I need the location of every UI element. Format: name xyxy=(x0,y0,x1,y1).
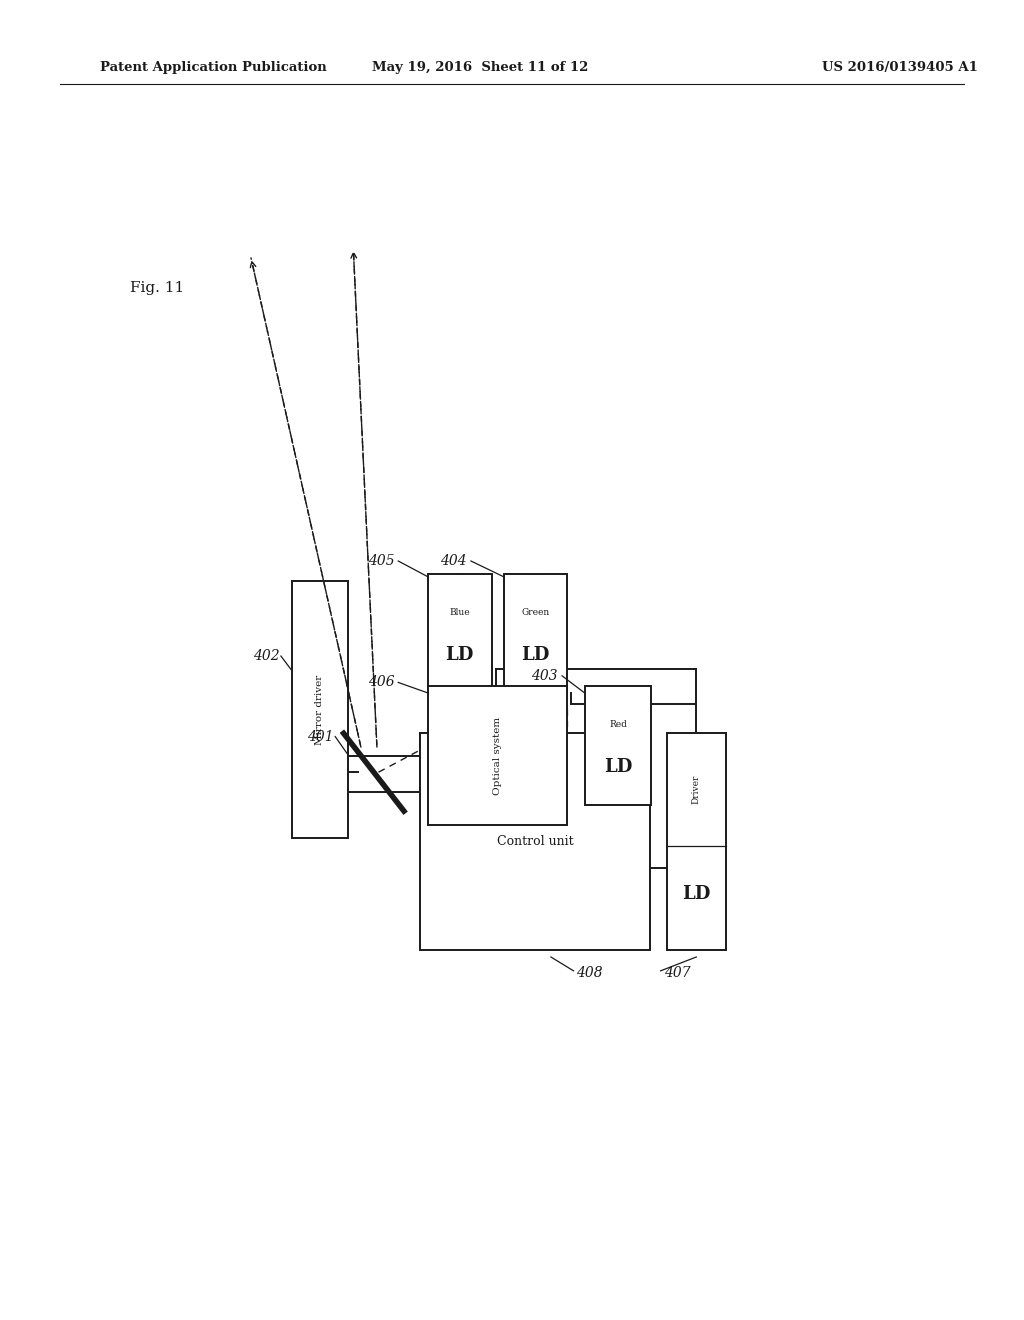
Bar xyxy=(585,686,651,805)
Text: 403: 403 xyxy=(531,669,558,682)
Text: 402: 402 xyxy=(253,649,280,663)
Bar xyxy=(428,574,492,693)
Text: LD: LD xyxy=(521,645,550,664)
Bar xyxy=(667,733,726,950)
Text: 405: 405 xyxy=(368,554,394,568)
Text: US 2016/0139405 A1: US 2016/0139405 A1 xyxy=(822,62,978,74)
Text: May 19, 2016  Sheet 11 of 12: May 19, 2016 Sheet 11 of 12 xyxy=(372,62,588,74)
Text: 404: 404 xyxy=(440,554,467,568)
Bar xyxy=(504,574,567,693)
Text: Mirror driver: Mirror driver xyxy=(315,675,325,744)
Text: 401: 401 xyxy=(307,730,334,743)
Text: 408: 408 xyxy=(577,966,603,979)
Text: LD: LD xyxy=(604,758,632,776)
Text: LD: LD xyxy=(445,645,474,664)
Text: Patent Application Publication: Patent Application Publication xyxy=(100,62,327,74)
Text: 406: 406 xyxy=(368,676,394,689)
Text: Fig. 11: Fig. 11 xyxy=(130,281,184,294)
Text: Optical system: Optical system xyxy=(494,717,502,795)
Text: LD: LD xyxy=(682,884,711,903)
Bar xyxy=(292,581,348,838)
Text: Blue: Blue xyxy=(450,607,470,616)
Text: Green: Green xyxy=(521,607,550,616)
Text: 407: 407 xyxy=(664,966,690,979)
Text: Driver: Driver xyxy=(692,775,700,804)
Text: Control unit: Control unit xyxy=(497,836,573,847)
Bar xyxy=(420,733,650,950)
Text: Red: Red xyxy=(609,719,627,729)
Bar xyxy=(428,686,567,825)
